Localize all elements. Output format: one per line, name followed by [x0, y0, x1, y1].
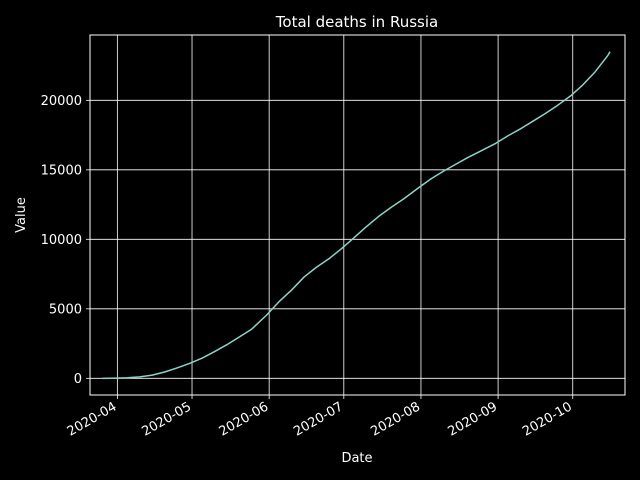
- grid: [90, 35, 625, 395]
- y-tick-label: 15000: [41, 163, 82, 178]
- axes-frame: [89, 34, 626, 396]
- x-axis-title: Date: [341, 451, 372, 466]
- series-layer: [102, 51, 611, 380]
- y-tick-label: 20000: [41, 94, 82, 109]
- y-tick-label: 0: [74, 372, 82, 387]
- y-tick-label: 5000: [49, 302, 82, 317]
- chart-title: Total deaths in Russia: [275, 13, 438, 31]
- y-axis-title: Value: [14, 197, 29, 233]
- series-line: [102, 51, 611, 380]
- y-tick-label: 10000: [41, 233, 82, 248]
